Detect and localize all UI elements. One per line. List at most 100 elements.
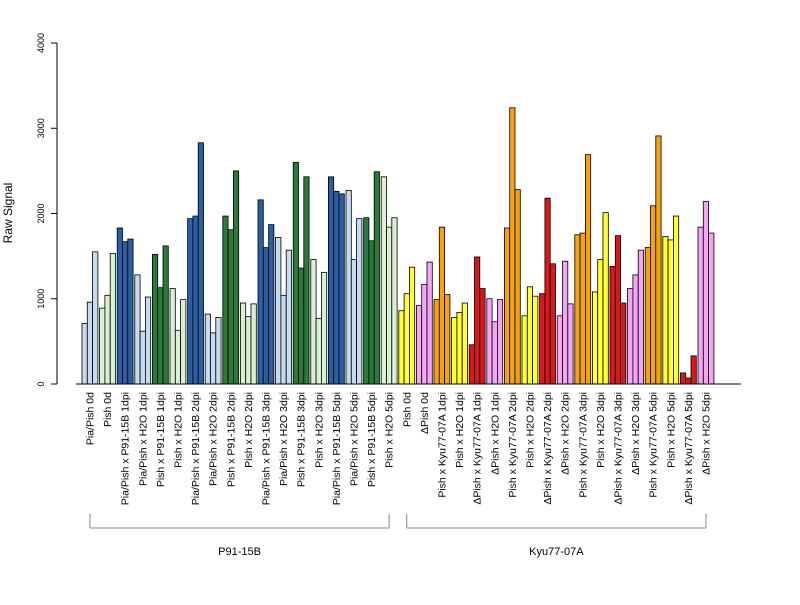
bar	[433, 299, 440, 385]
x-tick-label: Pish 0d	[102, 392, 114, 427]
bar	[421, 283, 428, 385]
bar	[614, 235, 621, 385]
bar	[275, 236, 282, 385]
x-tick-labels: Pia/Pish 0d Pish 0d Pia/Pish x P91-15B 1dp…	[84, 392, 712, 505]
x-tick-label: Pish x Kyu77-07A 1dpi	[436, 392, 448, 498]
bar	[104, 294, 111, 385]
bar	[239, 302, 247, 385]
y-axis-label: Raw Signal	[1, 183, 15, 244]
bar	[310, 259, 317, 385]
bar	[708, 232, 715, 385]
bar	[139, 330, 146, 385]
bar	[345, 190, 352, 385]
bar	[245, 316, 252, 385]
bar	[592, 291, 599, 385]
bar	[609, 265, 616, 385]
bar	[562, 260, 569, 385]
bar	[122, 241, 129, 385]
group-brackets: P91-15B Kyu77-07A	[89, 514, 707, 558]
y-tick-label: 1000	[36, 289, 46, 309]
bar	[92, 251, 99, 385]
bar	[509, 107, 516, 385]
bar	[408, 266, 416, 385]
bar	[398, 310, 405, 385]
bar	[356, 218, 363, 385]
bar	[327, 176, 335, 385]
bar	[680, 372, 687, 385]
bar	[456, 311, 463, 385]
x-tick-label: ΔPish x H2O 3dpi	[630, 392, 642, 475]
bar	[597, 259, 604, 385]
x-tick-label: Pish x P91-15B 3dpi	[296, 392, 308, 487]
bar	[491, 321, 498, 385]
x-tick-label: Pish x P91-15B 5dpi	[366, 392, 378, 487]
bar	[444, 294, 451, 385]
bar	[210, 332, 217, 385]
bar	[632, 274, 639, 385]
x-tick-label: Pish x Kyu77-07A 2dpi	[507, 392, 519, 498]
bar	[86, 301, 94, 385]
bar	[368, 240, 375, 385]
x-tick-label: Pia/Pish x H2O 5dpi	[348, 392, 360, 486]
bar	[232, 170, 240, 385]
x-tick-label: Pish 0d	[401, 392, 413, 427]
bar	[579, 232, 586, 385]
x-tick-label: Pish x P91-15B 2dpi	[225, 392, 237, 487]
y-tick-label: 0	[36, 381, 46, 386]
bar	[134, 274, 141, 385]
bar	[386, 226, 393, 385]
bar	[320, 271, 328, 385]
bar	[333, 190, 340, 385]
bar	[627, 288, 634, 385]
bar	[461, 302, 468, 385]
y-tick-label: 2000	[36, 203, 46, 223]
bar	[526, 286, 533, 385]
bar	[486, 298, 493, 385]
bar	[303, 176, 310, 385]
bar	[620, 302, 627, 385]
x-tick-label: Pia/Pish x P91-15B 1dpi	[120, 392, 132, 505]
bar	[644, 247, 651, 385]
y-tick-label: 4000	[36, 33, 46, 53]
bar	[503, 227, 511, 385]
bar	[180, 299, 187, 385]
bar	[474, 256, 481, 385]
x-tick-label: Pish x H2O 2dpi	[524, 392, 536, 468]
bar	[514, 189, 521, 385]
bar	[438, 226, 445, 385]
x-tick-label: ΔPish x Kyu77-07A 5dpi	[683, 392, 695, 505]
x-tick-label: Pia/Pish x H2O 2dpi	[208, 392, 220, 486]
bar	[292, 161, 299, 385]
bar	[192, 215, 199, 385]
bar	[521, 315, 528, 385]
bar	[403, 293, 410, 385]
bar	[426, 261, 433, 385]
bar	[662, 236, 669, 385]
bar	[174, 329, 182, 385]
bar	[280, 294, 287, 385]
x-tick-label: Pia/Pish 0d	[84, 392, 96, 445]
bar	[144, 296, 152, 385]
bar	[544, 197, 551, 385]
bar	[702, 201, 709, 385]
bar	[373, 171, 380, 385]
bar	[380, 176, 387, 385]
x-tick-label: ΔPish x Kyu77-07A 2dpi	[542, 392, 554, 505]
bar	[157, 287, 164, 385]
bar	[549, 263, 556, 385]
x-tick-label: Pish x P91-15B 1dpi	[155, 392, 167, 487]
x-tick-label: Pish x H2O 1dpi	[172, 392, 184, 468]
x-tick-label: Pish x H2O 5dpi	[665, 392, 677, 468]
bar	[574, 234, 581, 385]
bar	[127, 238, 134, 385]
bar	[162, 245, 169, 385]
bar	[415, 305, 423, 385]
x-tick-label: ΔPish x H2O 5dpi	[700, 392, 712, 475]
x-tick-label: Pish x Kyu77-07A 5dpi	[648, 392, 660, 498]
bar	[109, 253, 116, 385]
y-tick-label: 3000	[36, 118, 46, 138]
x-tick-label: Pish x Kyu77-07A 3dpi	[577, 392, 589, 498]
bar	[585, 154, 592, 385]
